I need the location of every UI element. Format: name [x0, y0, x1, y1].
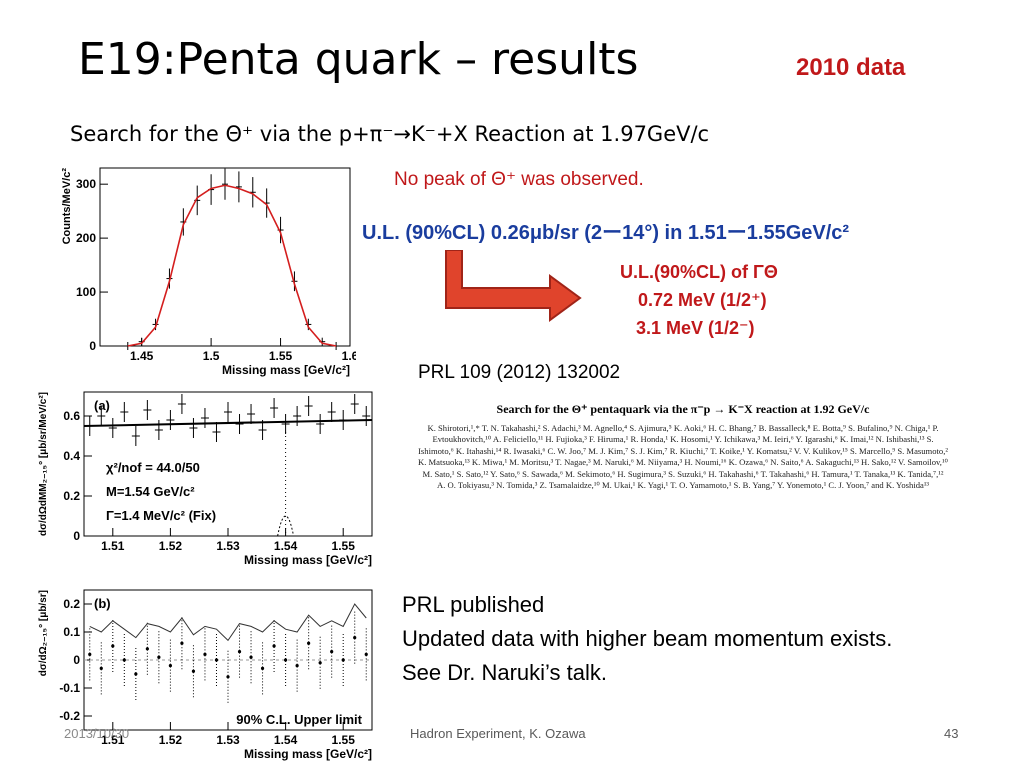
data-point	[272, 644, 276, 648]
data-year-badge: 2010 data	[796, 54, 906, 81]
fit-line	[127, 184, 337, 347]
fit-annotation: M=1.54 GeV/c²	[106, 484, 195, 499]
y-tick-label: 100	[76, 285, 96, 299]
x-axis-label: Missing mass [GeV/c²]	[244, 553, 372, 567]
data-point	[122, 658, 126, 662]
data-point	[307, 641, 311, 645]
upper-limit-annotation: 90% C.L. Upper limit	[236, 712, 362, 727]
y-tick-label: -0.1	[59, 681, 80, 695]
panel-label: (a)	[94, 398, 110, 413]
data-point	[353, 636, 357, 640]
y-tick-label: 0.1	[63, 625, 80, 639]
y-tick-label: 0	[73, 529, 80, 543]
width-limit-header: U.L.(90%CL) of ΓΘ	[620, 262, 778, 282]
data-point	[134, 672, 138, 676]
data-point	[341, 658, 345, 662]
y-tick-label: -0.2	[59, 709, 80, 723]
paper-abstract-image: Search for the Θ⁺ pentaquark via the π⁻p…	[418, 398, 948, 558]
red-arrow-icon	[445, 250, 582, 322]
arrow-shape	[445, 250, 582, 322]
footer-date: 2013/10/30	[64, 726, 130, 741]
y-tick-label: 0.2	[63, 597, 80, 611]
y-tick-label: 0.6	[63, 409, 80, 423]
x-axis-label: Missing mass [GeV/c²]	[244, 747, 372, 761]
page-number: 43	[944, 726, 959, 741]
footer-presenter: Hadron Experiment, K. Ozawa	[410, 726, 586, 741]
data-point	[237, 650, 242, 654]
note-line-3: See Dr. Naruki’s talk.	[402, 660, 608, 685]
data-point	[157, 655, 161, 659]
data-point	[330, 650, 334, 654]
fit-line	[83, 419, 373, 427]
y-tick-label: 200	[76, 231, 96, 245]
x-tick-label: 1.55	[269, 349, 293, 363]
data-point	[226, 675, 230, 679]
y-tick-label: 0	[73, 653, 80, 667]
width-limit-line-2: 3.1 MeV (1/2⁻)	[636, 318, 755, 338]
x-tick-label: 1.54	[274, 733, 298, 747]
upper-limit-line	[89, 603, 367, 642]
x-tick-label: 1.51	[101, 733, 125, 747]
x-tick-label: 1.5	[203, 349, 220, 363]
x-tick-label: 1.54	[274, 539, 298, 553]
data-point	[88, 652, 92, 656]
y-axis-label: dσ/dΩdMM₂₋₁₅° [μb/sr/MeV/c²]	[38, 392, 49, 536]
data-point	[364, 652, 368, 656]
x-tick-label: 1.53	[216, 733, 240, 747]
y-tick-label: 300	[76, 177, 96, 191]
data-point	[295, 664, 299, 668]
plot-frame	[99, 167, 351, 347]
x-tick-label: 1.52	[159, 733, 183, 747]
fit-annotation: Γ=1.4 MeV/c² (Fix)	[106, 508, 216, 523]
cross-section-plot-a: 1.51 1.52 1.53 1.54 1.55 0 0.2 0.4 0.6 Missing ma…	[38, 391, 373, 567]
missing-mass-histogram: 1.45 1.5 1.55 1.6 0 100 200 300 Missing mass [Ge…	[61, 167, 356, 377]
y-tick-label: 0.2	[63, 489, 80, 503]
x-tick-label: 1.53	[216, 539, 240, 553]
notes: PRL published Updated data with higher b…	[402, 588, 892, 690]
x-tick-label: 1.55	[332, 733, 356, 747]
paper-reference: PRL 109 (2012) 132002	[418, 362, 621, 383]
data-point	[168, 664, 172, 668]
note-line-2: Updated data with higher beam momentum e…	[402, 626, 893, 651]
y-tick-label: 0.4	[63, 449, 80, 463]
y-axis-label: Counts/MeV/c²	[61, 168, 73, 245]
data-point	[318, 661, 322, 665]
expected-peak-curve	[277, 515, 295, 537]
data-point	[203, 652, 207, 656]
data-point	[214, 658, 219, 662]
cross-section-upper-limit: U.L. (90%CL) 0.26μb/sr (2ー14°) in 1.51ー1…	[362, 222, 850, 244]
data-point	[191, 669, 196, 673]
data-point	[284, 658, 288, 662]
slide-title: E19:Penta quark – results	[78, 34, 639, 85]
y-tick-label: 0	[89, 339, 96, 353]
slide-subtitle: Search for the Θ⁺ via the p+π⁻→K⁻+X Reac…	[70, 122, 710, 146]
x-tick-label: 1.6	[342, 349, 356, 363]
data-point	[145, 647, 149, 651]
x-tick-label: 1.52	[159, 539, 183, 553]
paper-authors: K. Shirotori,¹,* T. N. Takahashi,² S. Ad…	[418, 423, 948, 491]
x-tick-label: 1.55	[332, 539, 356, 553]
paper-title: Search for the Θ⁺ pentaquark via the π⁻p…	[496, 402, 870, 416]
width-limit-line-1: 0.72 MeV (1/2⁺)	[638, 290, 767, 310]
data-point	[249, 655, 253, 659]
x-tick-label: 1.51	[101, 539, 125, 553]
panel-label: (b)	[94, 596, 111, 611]
no-peak-statement: No peak of Θ⁺ was observed.	[394, 169, 644, 190]
x-tick-label: 1.45	[130, 349, 154, 363]
y-axis-label: dσ/dΩ₂₋₁₅° [μb/sr]	[38, 590, 49, 676]
fit-annotation: χ²/nof = 44.0/50	[106, 460, 200, 475]
x-axis-label: Missing mass [GeV/c²]	[222, 363, 350, 377]
data-point	[260, 666, 265, 670]
data-point	[99, 666, 103, 670]
upper-limit-plot-b: 1.51 1.52 1.53 1.54 1.55 -0.2 -0.1 0 0.1 0.2 Missi…	[38, 589, 373, 761]
width-upper-limit: U.L.(90%CL) of ΓΘ 0.72 MeV (1/2⁺) 3.1 Me…	[620, 258, 778, 342]
data-point	[180, 641, 184, 645]
data-point	[111, 644, 115, 648]
note-line-1: PRL published	[402, 592, 545, 617]
